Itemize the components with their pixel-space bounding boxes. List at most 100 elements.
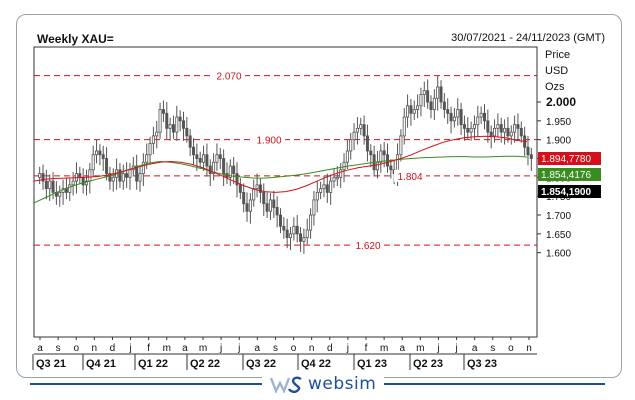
candle-body	[516, 124, 520, 129]
candle-body	[165, 112, 169, 129]
month-label: s	[490, 343, 495, 354]
candle-body	[108, 173, 112, 182]
candle-body	[322, 184, 326, 190]
month-label: m	[380, 343, 388, 354]
month-label: j	[346, 343, 349, 354]
unit-label-price: Price	[545, 49, 571, 61]
month-label: j	[219, 343, 222, 354]
level-label-bg	[394, 169, 426, 182]
candle-body	[181, 120, 185, 129]
y-tick-label: 1.600	[546, 249, 571, 260]
level-label-bg	[352, 239, 384, 252]
candle-body	[268, 199, 272, 212]
month-label: n	[526, 343, 532, 354]
candle-body	[319, 188, 323, 193]
month-label: m	[163, 343, 171, 354]
quarter-label: Q2 22	[190, 358, 220, 370]
candle-body	[299, 233, 303, 242]
month-label: o	[508, 343, 514, 354]
candle-body	[228, 165, 232, 178]
candle-body	[58, 191, 62, 197]
candle-body	[446, 109, 450, 114]
candle-body	[362, 124, 366, 137]
candle-body	[506, 127, 510, 137]
price-tag-label: 1.894,7780	[541, 154, 591, 165]
candle-body	[175, 116, 179, 133]
candle-body	[352, 131, 356, 141]
month-label: d	[110, 343, 116, 354]
candle-body	[419, 94, 423, 107]
candle-body	[212, 161, 216, 174]
candle-body	[389, 165, 393, 171]
chart-frame	[16, 14, 622, 378]
candle-body	[252, 188, 256, 201]
candle-body	[272, 199, 276, 208]
candle-body	[466, 127, 470, 133]
candle-body	[248, 199, 252, 212]
month-label: m	[416, 343, 424, 354]
quarter-label: Q4 21	[86, 358, 116, 370]
candle-body	[432, 97, 436, 110]
month-label: a	[182, 343, 188, 354]
level-label-bg	[253, 133, 285, 146]
candle-body	[339, 169, 343, 178]
candle-body	[278, 214, 282, 227]
candle-body	[188, 135, 192, 148]
candle-body	[285, 229, 289, 238]
candle-body	[111, 176, 115, 182]
candle-body	[205, 154, 209, 167]
candle-body	[118, 169, 122, 182]
candle-body	[232, 165, 236, 174]
candle-body	[78, 173, 82, 178]
candle-body	[155, 131, 159, 137]
candle-body	[292, 225, 296, 235]
candle-body	[238, 184, 242, 193]
candle-body	[138, 173, 142, 182]
month-label: n	[309, 343, 315, 354]
level-label: 2.070	[216, 72, 241, 83]
websim-logo-icon	[270, 376, 302, 393]
candle-body	[406, 105, 410, 118]
month-label: j	[454, 343, 457, 354]
candle-body	[529, 154, 533, 159]
candle-body	[355, 127, 359, 133]
candle-body	[235, 173, 239, 186]
price-tag	[538, 185, 601, 198]
candle-body	[151, 135, 155, 144]
candle-body	[101, 154, 105, 159]
candle-body	[145, 154, 149, 163]
month-label: o	[73, 343, 79, 354]
candle-body	[48, 180, 52, 190]
candle-body	[255, 184, 259, 190]
month-label: o	[291, 343, 297, 354]
price-tag	[538, 152, 601, 165]
candle-body	[379, 150, 383, 163]
candle-body	[282, 225, 286, 231]
candle-body	[519, 127, 523, 137]
candle-body	[399, 135, 403, 156]
plot-area	[33, 46, 538, 338]
candle-body	[141, 161, 145, 174]
candle-body	[161, 109, 165, 114]
candle-body	[402, 116, 406, 137]
candle-body	[98, 150, 102, 156]
candle-body	[38, 173, 42, 178]
candle-body	[68, 184, 72, 193]
candle-body	[335, 176, 339, 180]
candle-body	[426, 90, 430, 103]
month-label: j	[237, 343, 240, 354]
level-label: 1.804	[397, 172, 422, 183]
candle-body	[95, 150, 99, 156]
candle-body	[71, 180, 75, 186]
quarter-label: Q3 23	[467, 358, 497, 370]
candle-body	[84, 180, 89, 186]
candle-body	[486, 120, 490, 133]
price-tag-label: 1.854,1900	[541, 187, 591, 198]
month-label: m	[199, 343, 207, 354]
candle-body	[41, 173, 45, 182]
candle-body	[472, 124, 476, 129]
candle-body	[436, 86, 440, 99]
candle-body	[302, 237, 306, 242]
candle-body	[365, 135, 369, 152]
